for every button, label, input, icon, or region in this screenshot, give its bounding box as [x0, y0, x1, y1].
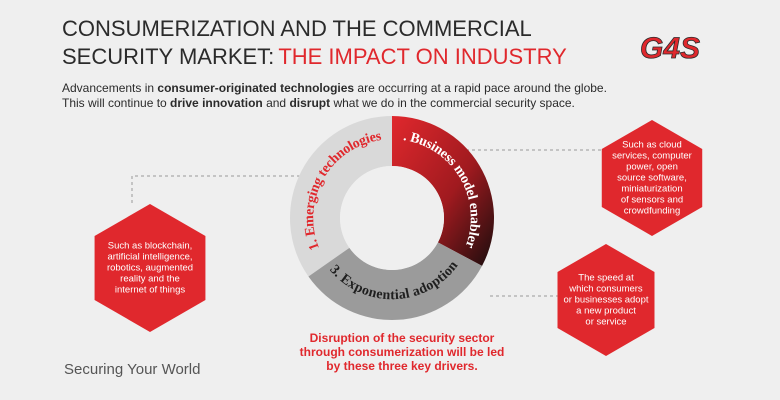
title: SECURITY MARKET: THE IMPACT ON INDUSTRY [62, 44, 567, 69]
intro-segment: drive innovation [170, 96, 263, 110]
logo: G4S [640, 32, 700, 65]
hexagon [94, 204, 206, 332]
connector [131, 175, 300, 205]
intro-text: This will continue to drive innovation a… [62, 96, 575, 110]
hexagon-text: of sensors and [621, 195, 683, 206]
hexagon-text: The speed at [578, 273, 634, 284]
intro-segment: and [263, 96, 290, 110]
hexagon-text: services, computer [612, 151, 692, 162]
hexagon-text: miniaturization [621, 184, 682, 195]
hexagon-text: Such as blockchain, [108, 241, 193, 252]
tagline: Securing Your World [64, 361, 200, 378]
hexagon-text: reality and the [120, 274, 180, 285]
ring-segment [308, 242, 483, 321]
hexagon-text: or service [585, 317, 626, 328]
ring-center [340, 166, 444, 270]
intro-segment: consumer-originated technologies [157, 81, 354, 95]
title-highlight: THE IMPACT ON INDUSTRY [278, 44, 567, 69]
hexagon-text: a new product [576, 306, 636, 317]
title-part: SECURITY MARKET: [62, 44, 274, 69]
caption: Disruption of the security sector [310, 331, 495, 345]
hexagon [601, 120, 703, 236]
hexagon-text: which consumers [568, 284, 643, 295]
caption: by these three key drivers. [326, 359, 477, 373]
intro-segment: Advancements in [62, 81, 157, 95]
intro-segment: This will continue to [62, 96, 170, 110]
title: CONSUMERIZATION AND THE COMMERCIAL [62, 16, 532, 41]
ring-segment [392, 116, 494, 266]
hexagon-text: Such as cloud [622, 140, 682, 151]
ring-segment [290, 116, 392, 277]
hexagon-text: power, open [626, 162, 678, 173]
hexagon-text: crowdfunding [624, 206, 681, 217]
hexagon-text: or businesses adopt [563, 295, 648, 306]
intro-segment: disrupt [289, 96, 330, 110]
intro-text: Advancements in consumer-originated tech… [62, 81, 607, 95]
intro-segment: what we do in the commercial security sp… [330, 96, 575, 110]
hexagon-text: artificial intelligence, [107, 252, 192, 263]
hexagon-text: robotics, augmented [107, 263, 193, 274]
hexagon-text: internet of things [115, 285, 185, 296]
intro-segment: are occurring at a rapid pace around the… [354, 81, 607, 95]
caption: through consumerization will be led [300, 345, 505, 359]
hexagon-text: source software, [617, 173, 687, 184]
hexagon [557, 244, 655, 356]
